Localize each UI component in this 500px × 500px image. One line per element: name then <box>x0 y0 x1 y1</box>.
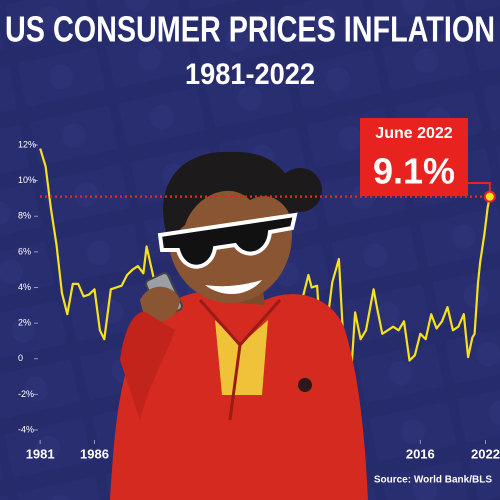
sunglasses <box>157 212 298 269</box>
x-tick-label: 1981 <box>26 446 55 461</box>
data-point <box>483 190 496 203</box>
annotation-value: 9.1% <box>373 151 455 192</box>
y-tick-label: 10% <box>18 175 36 185</box>
illustration <box>110 151 368 500</box>
x-tick-label: 2016 <box>406 446 435 461</box>
chart-title: US CONSUMER PRICES INFLATION <box>5 9 495 50</box>
hair-bun <box>278 168 322 212</box>
y-tick-label: 4% <box>18 282 31 292</box>
hair <box>163 151 296 240</box>
overlay: June 2022 9.1% Source: World Bank/BLS <box>40 118 496 486</box>
hand <box>140 286 180 322</box>
y-tick-label: -2% <box>18 389 34 399</box>
sleeve <box>120 312 175 420</box>
x-tick-label: 1986 <box>80 446 109 461</box>
jacket <box>110 291 368 500</box>
y-tick-label: 0 <box>18 353 23 363</box>
smile <box>205 280 262 295</box>
y-tick-label: 6% <box>18 246 31 256</box>
y-tick-label: 2% <box>18 318 31 328</box>
source: Source: World Bank/BLS <box>374 475 492 486</box>
annotation-box <box>360 118 468 196</box>
x-tick-label: 2022 <box>471 446 500 461</box>
y-tick-label: -4% <box>18 424 34 434</box>
shirt <box>215 320 268 395</box>
y-tick-label: 12% <box>18 139 36 149</box>
y-tick-label: 8% <box>18 211 31 221</box>
chart-subtitle: 1981-2022 <box>185 58 315 91</box>
jacket-seam <box>198 299 282 421</box>
annotation-label: June 2022 <box>375 125 452 142</box>
logo <box>298 378 312 392</box>
